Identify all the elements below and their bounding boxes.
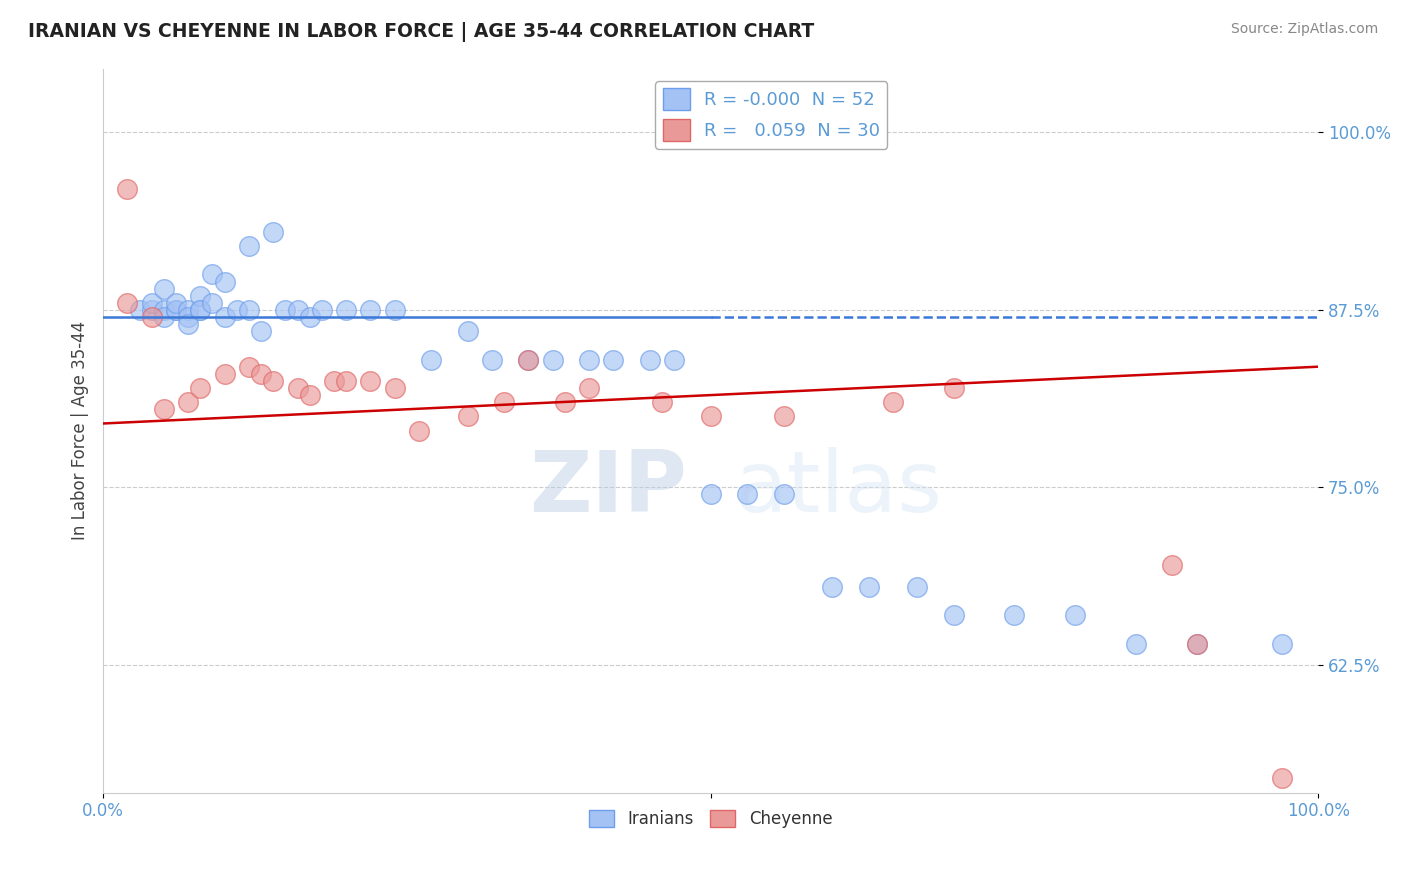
Point: [153, 282, 176, 296]
Legend: Iranians, Cheyenne: Iranians, Cheyenne: [582, 804, 839, 835]
Text: Source: ZipAtlas.com: Source: ZipAtlas.com: [1230, 22, 1378, 37]
Point: [772, 487, 794, 501]
Point: [165, 302, 187, 317]
Point: [128, 302, 150, 317]
Point: [262, 225, 284, 239]
Point: [858, 580, 880, 594]
Point: [188, 302, 211, 317]
Point: [638, 352, 661, 367]
Point: [359, 302, 381, 317]
Point: [1185, 636, 1208, 650]
Point: [238, 302, 260, 317]
Point: [481, 352, 503, 367]
Point: [905, 580, 928, 594]
Point: [214, 367, 236, 381]
Point: [214, 275, 236, 289]
Point: [117, 295, 139, 310]
Point: [274, 302, 297, 317]
Point: [408, 424, 430, 438]
Point: [165, 295, 187, 310]
Point: [420, 352, 443, 367]
Point: [298, 388, 321, 402]
Point: [1271, 772, 1294, 786]
Point: [201, 268, 224, 282]
Point: [699, 409, 721, 424]
Point: [177, 310, 200, 324]
Point: [117, 182, 139, 196]
Point: [153, 402, 176, 417]
Point: [165, 302, 187, 317]
Point: [699, 487, 721, 501]
Point: [578, 381, 600, 395]
Point: [225, 302, 247, 317]
Point: [942, 381, 965, 395]
Point: [335, 374, 357, 388]
Point: [651, 395, 673, 409]
Point: [554, 395, 576, 409]
Point: [141, 310, 163, 324]
Point: [201, 295, 224, 310]
Point: [772, 409, 794, 424]
Point: [141, 302, 163, 317]
Point: [457, 324, 479, 338]
Point: [250, 367, 273, 381]
Point: [214, 310, 236, 324]
Point: [177, 395, 200, 409]
Point: [1004, 608, 1026, 623]
Point: [735, 487, 758, 501]
Point: [1161, 558, 1184, 573]
Point: [188, 289, 211, 303]
Point: [177, 317, 200, 331]
Point: [384, 302, 406, 317]
Point: [323, 374, 346, 388]
Point: [517, 352, 540, 367]
Point: [359, 374, 381, 388]
Point: [188, 381, 211, 395]
Point: [1271, 636, 1294, 650]
Point: [287, 302, 309, 317]
Point: [457, 409, 479, 424]
Point: [153, 310, 176, 324]
Point: [517, 352, 540, 367]
Point: [1185, 636, 1208, 650]
Point: [250, 324, 273, 338]
Point: [141, 295, 163, 310]
Point: [1064, 608, 1087, 623]
Point: [664, 352, 686, 367]
Text: atlas: atlas: [735, 447, 943, 530]
Point: [287, 381, 309, 395]
Text: ZIP: ZIP: [529, 447, 686, 530]
Point: [384, 381, 406, 395]
Point: [188, 302, 211, 317]
Text: IRANIAN VS CHEYENNE IN LABOR FORCE | AGE 35-44 CORRELATION CHART: IRANIAN VS CHEYENNE IN LABOR FORCE | AGE…: [28, 22, 814, 42]
Point: [1125, 636, 1147, 650]
Point: [541, 352, 564, 367]
Point: [262, 374, 284, 388]
Y-axis label: In Labor Force | Age 35-44: In Labor Force | Age 35-44: [72, 321, 89, 541]
Point: [602, 352, 624, 367]
Point: [238, 359, 260, 374]
Point: [494, 395, 516, 409]
Point: [153, 302, 176, 317]
Point: [298, 310, 321, 324]
Point: [942, 608, 965, 623]
Point: [177, 302, 200, 317]
Point: [311, 302, 333, 317]
Point: [578, 352, 600, 367]
Point: [821, 580, 844, 594]
Point: [335, 302, 357, 317]
Point: [238, 239, 260, 253]
Point: [882, 395, 904, 409]
